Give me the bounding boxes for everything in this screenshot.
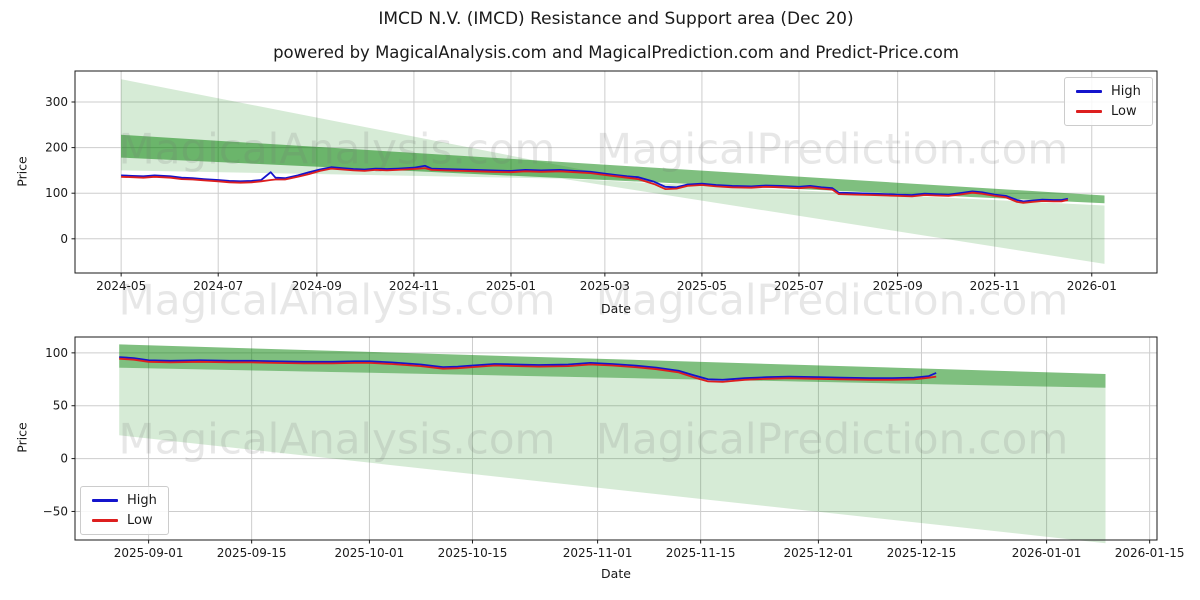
legend-entry-high: High	[1076, 85, 1141, 98]
legend-label-low: Low	[127, 513, 153, 528]
watermark-text-left: MagicalAnalysis.com	[119, 125, 556, 174]
chart-title: IMCD N.V. (IMCD) Resistance and Support …	[378, 9, 854, 29]
y-tick-label: 200	[45, 141, 68, 155]
low-line-swatch	[92, 519, 118, 522]
legend-entry-high: High	[92, 494, 157, 507]
legend-label-high: High	[1111, 84, 1141, 99]
watermark-text-right: MagicalPrediction.com	[596, 415, 1069, 464]
x-tick-label: 2024-09	[292, 279, 342, 293]
y-tick-label: 50	[53, 399, 68, 413]
x-tick-label: 2025-09-15	[217, 546, 287, 560]
x-tick-label: 2026-01-15	[1115, 546, 1185, 560]
x-tick-label: 2026-01-01	[1012, 546, 1082, 560]
y-tick-label: 100	[45, 186, 68, 200]
watermark-text-right: MagicalPrediction.com	[596, 125, 1069, 174]
x-tick-label: 2025-10-01	[335, 546, 405, 560]
low-line-swatch	[1076, 110, 1102, 113]
x-tick-label: 2024-07	[193, 279, 243, 293]
watermark-text-right: MagicalPrediction.com	[596, 276, 1069, 325]
x-tick-label: 2025-09	[873, 279, 923, 293]
x-tick-label: 2025-07	[774, 279, 824, 293]
y-axis-label-top: Price	[14, 156, 30, 187]
axes-spines	[74, 70, 1158, 274]
x-tick-label: 2024-05	[96, 279, 146, 293]
y-tick-label: 300	[45, 95, 68, 109]
support-area-right-wedge-area	[561, 178, 1105, 264]
x-tick-label: 2024-11	[389, 279, 439, 293]
x-tick-label: 2025-12-15	[887, 546, 957, 560]
axes-spines	[74, 336, 1158, 541]
x-tick-label: 2025-12-01	[784, 546, 854, 560]
x-tick-label: 2025-11	[970, 279, 1020, 293]
x-tick-label: 2026-01	[1067, 279, 1117, 293]
legend-label-low: Low	[1111, 104, 1137, 119]
legend-entry-low: Low	[92, 514, 157, 527]
low-series-line	[121, 167, 1069, 204]
legend-bottom-chart[interactable]: High Low	[80, 486, 169, 535]
legend-entry-low: Low	[1076, 105, 1141, 118]
watermark-text-left: MagicalAnalysis.com	[119, 415, 556, 464]
x-tick-label: 2025-01	[486, 279, 536, 293]
resistance-band-area	[121, 134, 1105, 204]
watermark-text-left: MagicalAnalysis.com	[119, 276, 556, 325]
support-area-area	[119, 367, 1106, 544]
low-series-line	[119, 357, 937, 383]
x-axis-label-bottom: Date	[601, 566, 631, 581]
legend-label-high: High	[127, 493, 157, 508]
x-tick-label: 2025-11-01	[563, 546, 633, 560]
y-tick-label: 0	[60, 452, 68, 466]
high-line-swatch	[1076, 90, 1102, 93]
y-tick-label: −50	[43, 504, 68, 518]
chart-subtitle: powered by MagicalAnalysis.com and Magic…	[273, 43, 959, 62]
high-line-swatch	[92, 499, 118, 502]
x-tick-label: 2025-05	[677, 279, 727, 293]
y-tick-label: 0	[60, 232, 68, 246]
high-series-line	[121, 164, 1069, 203]
x-tick-label: 2025-09-01	[114, 546, 184, 560]
y-tick-label: 100	[45, 346, 68, 360]
legend-top-chart[interactable]: High Low	[1064, 77, 1153, 126]
y-axis-label-bottom: Price	[14, 422, 30, 453]
x-tick-label: 2025-10-15	[438, 546, 508, 560]
high-series-line	[119, 356, 937, 381]
x-tick-label: 2025-03	[580, 279, 630, 293]
x-axis-label-top: Date	[601, 301, 631, 316]
x-tick-label: 2025-11-15	[666, 546, 736, 560]
